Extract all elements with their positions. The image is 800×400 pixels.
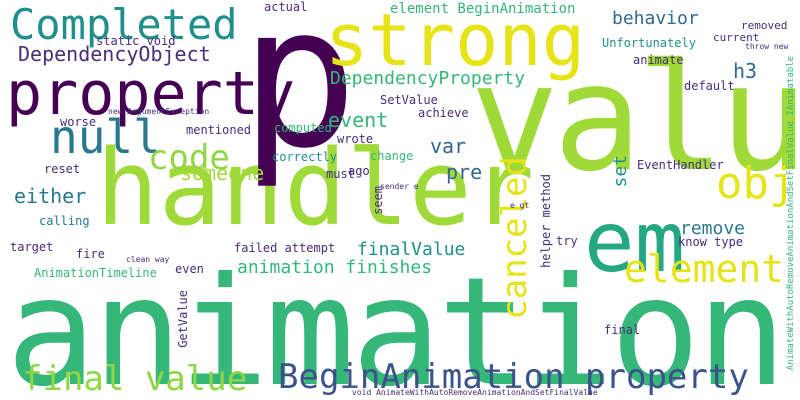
word-know-type: know type [678,235,744,249]
word-handler: handler [96,127,535,249]
word-fire: fire [76,247,105,261]
word-strong: strong [325,0,586,82]
word-try: try [556,234,578,248]
word-seem: seem [371,186,385,215]
word-behavior: behavior [612,8,699,29]
word-p: p [240,0,359,192]
word-ago: ago [348,164,370,178]
word-var: var [430,134,467,158]
word-setvalue: SetValue [380,93,438,107]
word-current: current [713,31,760,44]
word-calling: calling [39,214,90,228]
word-target: target [10,240,54,254]
word-pre: pre [446,160,483,184]
word-event: event [328,108,389,132]
word-getvalue: GetValue [176,290,190,348]
word-clean-way: clean way [126,255,170,264]
word-beginanimation-property: BeginAnimation property [278,357,749,397]
word-void-animate: void AnimateWithAutoRemoveAnimationAndSe… [352,388,598,397]
word-property: property [6,59,295,129]
word-animation-finishes: animation finishes [237,257,433,278]
word-must: must [326,167,355,181]
word-reset: reset [44,162,81,176]
word-final-value: final value [22,359,248,399]
word-even: even [175,262,204,276]
word-correctly: correctly [272,150,338,164]
word-element-beginanimation: element BeginAnimation [390,1,576,17]
word-new-argumentexception: new ArgumentException [108,107,210,116]
word-sender-e: sender e [380,182,419,191]
word-set: set [610,155,631,188]
word-em: em [584,193,686,291]
word-worse: worse [60,115,97,129]
word-remove: remove [680,218,746,239]
word-helper-method: helper method [539,174,553,268]
word-achieve: achieve [418,106,469,120]
word-either: either [14,184,87,208]
word-obj: obj [716,158,796,209]
word-animation: animation [6,246,787,400]
word-e-gt: e gt [510,201,530,210]
word-failed-attempt: failed attempt [234,241,336,255]
word-throw-new: throw new [745,42,789,51]
word-element: element [624,247,785,291]
word-unfortunately: Unfortunately [602,36,696,50]
word-h3: h3 [733,59,758,83]
word-actual: actual [264,0,308,14]
word-code: code [148,138,230,178]
word-eventhandler: EventHandler [637,158,724,172]
word-someone: someone [180,161,265,185]
word-animate: animate [633,53,684,67]
word-static-void: static void [96,34,176,48]
word-computed: computed [274,121,332,135]
word-finalvalue: finalValue [357,239,466,260]
word-animationtimeline: AnimationTimeline [34,266,157,280]
word-canceled: canceled [495,156,535,320]
word-change: change [370,149,414,163]
word-dependencyproperty: DependencyProperty [330,68,526,89]
word-dependencyobject: DependencyObject [18,42,211,66]
word-wrote: wrote [337,132,374,146]
word-completed: Completed [10,0,238,49]
word-value: value [470,32,800,204]
word-final: final [604,323,641,337]
word-mentioned: mentioned [186,123,252,137]
word-ianimatable: AnimateWithAutoRemoveAnimationAndSetFina… [786,56,796,371]
word-removed: removed [741,19,788,32]
word-default: default [684,79,735,93]
word-null: null [50,110,161,164]
